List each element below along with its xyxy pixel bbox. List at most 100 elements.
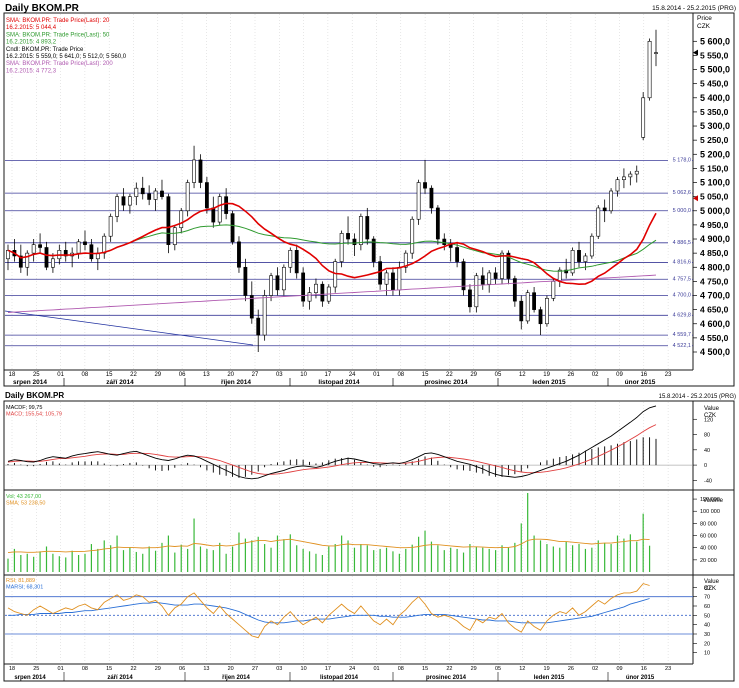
- candle-body: [480, 275, 485, 285]
- candle-body: [416, 182, 421, 220]
- candle-body: [89, 244, 94, 260]
- candle-body: [281, 266, 286, 291]
- x-tick-label: 15: [422, 372, 429, 378]
- bottom-x-tick-label: 16: [641, 666, 647, 672]
- candle-body: [602, 207, 607, 212]
- candle-body: [217, 196, 222, 223]
- month-label: leden 2015: [532, 379, 566, 386]
- y-tick-label: 4 850,0: [700, 248, 729, 258]
- candle-body: [455, 247, 460, 262]
- bottom-month-label: srpen 2014: [14, 675, 46, 681]
- candle-body: [294, 250, 299, 274]
- candle-body: [198, 159, 203, 183]
- rsi-legend-entry: RSI; 81,889: [6, 578, 35, 584]
- candle-body: [288, 250, 293, 268]
- level-label: 4 700,0: [673, 293, 691, 299]
- panel2-title: Daily BKOM.PR: [5, 391, 64, 400]
- y-tick-label: 5 200,0: [700, 149, 730, 159]
- candle-body: [442, 238, 447, 245]
- candle-body: [352, 238, 357, 245]
- candle-body: [76, 241, 81, 254]
- y-tick-label: 4 900,0: [700, 234, 730, 244]
- candle-body: [577, 250, 581, 262]
- candle-body: [532, 292, 536, 310]
- level-label-bg: [668, 257, 692, 265]
- candle-body: [384, 272, 389, 285]
- level-label-bg: [668, 274, 692, 282]
- rsi-y-tick-label: 20: [704, 641, 710, 647]
- volume-y-tick-label: 40 000: [700, 546, 717, 552]
- bottom-month-label: prosinec 2014: [426, 675, 467, 681]
- bottom-x-tick-label: 02: [592, 666, 598, 672]
- level-label: 4 522,1: [673, 343, 691, 349]
- x-tick-label: 23: [665, 372, 672, 378]
- panel1-date-range: 15.8.2014 - 25.2.2015 (PRG): [652, 5, 736, 12]
- candle-body: [487, 272, 492, 285]
- volume-y-tick-label: 20 000: [700, 558, 717, 564]
- x-tick-label: 24: [349, 372, 356, 378]
- candle-body: [371, 238, 376, 262]
- candle-body: [307, 292, 312, 302]
- candle-body: [589, 235, 594, 257]
- candle-body: [140, 187, 145, 195]
- volume-legend-entry: Vol; 43 267,00: [6, 494, 41, 500]
- candle-body: [358, 216, 363, 245]
- y-tick-label: 4 600,0: [700, 319, 730, 329]
- bottom-month-label: únor 2015: [626, 675, 655, 681]
- bottom-month-label: říjen 2014: [222, 675, 250, 681]
- panel2-date-range: 15.8.2014 - 25.2.2015 (PRG): [659, 394, 736, 400]
- y-tick-label: 5 050,0: [700, 192, 729, 202]
- candle-body: [339, 233, 344, 262]
- macd-y-tick-label: 120: [704, 417, 713, 423]
- x-tick-label: 22: [130, 372, 137, 378]
- y-tick-label: 5 100,0: [700, 178, 730, 188]
- candle-body: [262, 295, 267, 336]
- panel4-axis-title-1: Value: [704, 579, 720, 585]
- candle-body: [230, 213, 235, 243]
- candle-body: [500, 252, 504, 279]
- x-tick-label: 05: [495, 372, 502, 378]
- indicator-frame: [3, 400, 735, 682]
- macd-line: [7, 405, 657, 480]
- bottom-x-tick-label: 26: [568, 666, 574, 672]
- candle-body: [609, 190, 613, 212]
- candle-body: [647, 40, 652, 99]
- y-tick-label: 5 000,0: [700, 206, 730, 216]
- panel3-axis-title: Volume: [703, 498, 724, 504]
- bottom-x-tick-label: 25: [33, 666, 39, 672]
- legend-entry: SMA: BKOM.PR: Trade Price(Last): 50: [6, 32, 110, 38]
- x-tick-label: 08: [82, 372, 89, 378]
- x-tick-label: 19: [543, 372, 550, 378]
- month-label: říjen 2014: [221, 379, 251, 386]
- indicator-x-axis: 18 25 01 08 15 22 29 06 13 20 27 03 10 17 24 01 08 15 22 29…: [9, 666, 671, 681]
- x-tick-label: 08: [397, 372, 404, 378]
- candle-body: [596, 207, 601, 237]
- candle-body: [641, 97, 646, 138]
- candle-body: [243, 266, 248, 296]
- candle-body: [153, 190, 158, 200]
- y-tick-label: 5 500,0: [700, 65, 730, 75]
- bottom-x-tick-label: 09: [616, 666, 622, 672]
- legend-entry: SMA: BKOM.PR: Trade Price(Last): 200: [6, 61, 113, 67]
- candle-body: [204, 182, 209, 209]
- x-tick-label: 01: [57, 372, 64, 378]
- bottom-x-tick-label: 29: [471, 666, 477, 672]
- candle-body: [275, 275, 280, 291]
- y-tick-label: 5 150,0: [700, 163, 729, 173]
- macd-signal-line: [7, 424, 657, 475]
- level-label: 5 000,0: [673, 208, 691, 214]
- candle-body: [256, 317, 261, 336]
- sma200-line: [7, 274, 657, 313]
- macd-legend-entry: MACDF; 99,75: [6, 405, 42, 411]
- bottom-x-tick-label: 01: [58, 666, 64, 672]
- x-tick-label: 29: [470, 372, 477, 378]
- panel1-sma-lines: [7, 202, 657, 313]
- candle-body: [551, 281, 556, 299]
- candle-body: [320, 283, 325, 302]
- candle-body: [410, 218, 415, 254]
- rsi-y-tick-label: 40: [704, 623, 710, 629]
- panel2-axis-title-2: CZK: [704, 413, 716, 419]
- y-tick-label: 4 500,0: [700, 347, 730, 357]
- candle-body: [391, 272, 395, 291]
